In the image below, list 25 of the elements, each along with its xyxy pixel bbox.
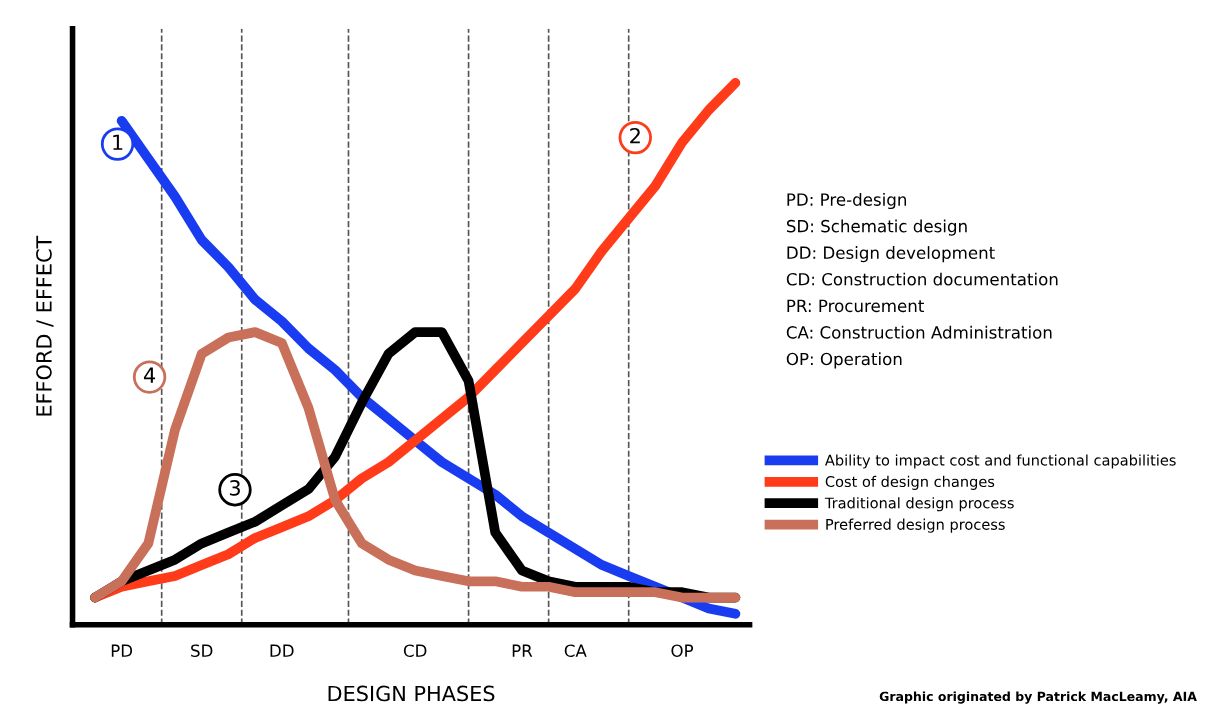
y-axis-title: EFFORD / EFFECT [36, 235, 54, 416]
annotation: 4 [143, 367, 156, 383]
annotation: 3 [229, 480, 240, 496]
legend-label: Preferred design process [826, 518, 1005, 533]
legend-label: Ability to impact cost and functional capabilities [825, 454, 1176, 469]
text: DD: Design development [787, 246, 995, 263]
text: SD: Schematic design [786, 219, 967, 236]
annotation: 2 [630, 127, 640, 144]
legend-label: Traditional design process [824, 497, 1014, 512]
x-tick-label: CA [564, 644, 587, 658]
text: OP: Operation [786, 352, 902, 369]
text: CD: Construction documentation [786, 272, 1058, 286]
x-tick-label: OP [671, 644, 694, 658]
x-tick-label: CD [403, 644, 427, 658]
text: PD: Pre-design [787, 192, 907, 210]
legend-label: Cost of design changes [825, 475, 995, 490]
x-tick-label: PD [111, 644, 133, 657]
text: PR: Procurement [787, 299, 924, 313]
annotation: 1 [113, 134, 123, 150]
text: CA: Construction Administration [786, 325, 1052, 339]
text: Graphic originated by Patrick MacLeamy, AIA [879, 691, 1197, 704]
x-tick-label: DD [270, 644, 294, 657]
x-tick-label: PR [512, 644, 533, 657]
x-axis-title: DESIGN PHASES [328, 685, 495, 702]
x-tick-label: SD [191, 644, 213, 658]
